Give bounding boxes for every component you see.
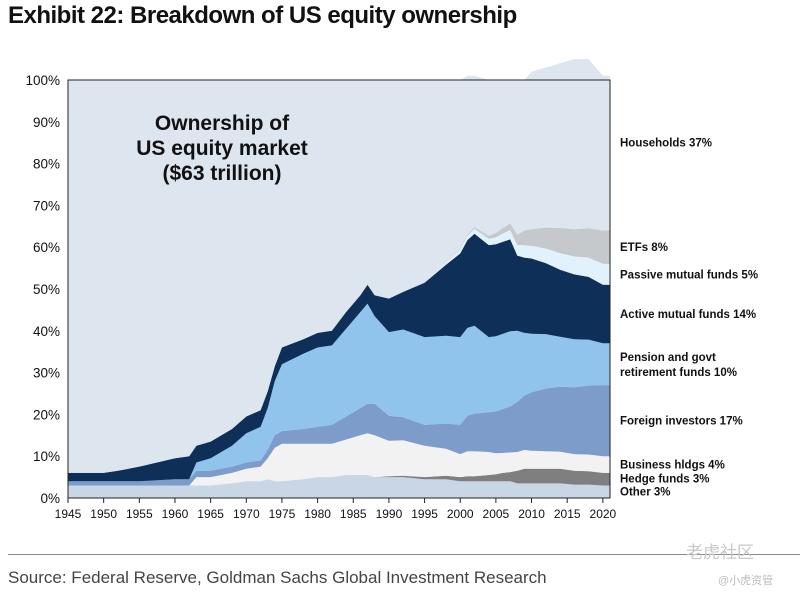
watermark: 老虎社区 [686, 543, 754, 562]
stacked-area-chart: 0%10%20%30%40%50%60%70%80%90%100% 1945 19… [25, 59, 758, 521]
chart-title-line: ($63 trillion) [162, 162, 281, 185]
series-label-other: Other 3% [620, 487, 671, 499]
series-label-pension-and-govt-retirement-funds: Pension and govt retirement funds 10% [620, 352, 737, 379]
series-label-active-mutual-funds: Active mutual funds 14% [620, 309, 756, 321]
series-label-business-hldgs: Business hldgs 4% [620, 460, 725, 472]
series-label-households: Households 37% [620, 138, 712, 150]
x-tick-label: 2010 [518, 507, 545, 521]
y-tick-label: 30% [33, 366, 60, 381]
x-tick-label: 2020 [590, 507, 617, 521]
x-tick-label: 1965 [197, 507, 224, 521]
x-tick-label: 1995 [411, 507, 438, 521]
exhibit-title: Exhibit 22: Breakdown of US equity owner… [8, 2, 517, 29]
area-active-mutual-funds [68, 233, 610, 482]
area-pension-and-govt-retirement-funds [68, 303, 610, 482]
x-tick-label: 2000 [447, 507, 474, 521]
x-tick-label: 1950 [90, 507, 117, 521]
y-tick-label: 80% [33, 157, 60, 172]
x-tick-label: 1955 [126, 507, 153, 521]
series-label-foreign-investors: Foreign investors 17% [620, 416, 743, 428]
series-label-passive-mutual-funds: Passive mutual funds 5% [620, 269, 758, 281]
y-tick-label: 40% [33, 324, 60, 339]
x-tick-label: 1970 [233, 507, 260, 521]
y-tick-label: 100% [25, 73, 60, 88]
area-hedge-funds [68, 468, 610, 486]
y-tick-label: 70% [33, 198, 60, 213]
y-tick-label: 0% [40, 491, 60, 506]
x-tick-label: 1980 [304, 507, 331, 521]
chart-title-line: Ownership of [155, 112, 290, 135]
y-axis: 0% 10% 20% 30% 40% 50% 60% 70% 80% 90% 100% [25, 73, 60, 506]
area-passive-mutual-funds [68, 228, 610, 473]
area-business-hldgs [68, 433, 610, 486]
y-tick-label: 60% [33, 240, 60, 255]
plot-border [67, 79, 611, 499]
x-tick-label: 1990 [376, 507, 403, 521]
x-tick-label: 1975 [269, 507, 296, 521]
y-tick-label: 20% [33, 407, 60, 422]
chart-title-line: US equity market [136, 137, 308, 160]
watermark-sub: @小虎资管 [718, 575, 774, 587]
y-tick-label: 10% [33, 449, 60, 464]
series-label-hedge-funds: Hedge funds 3% [620, 474, 709, 486]
x-tick-label: 1945 [55, 507, 82, 521]
area-etfs [68, 223, 610, 473]
series-label-etfs: ETFs 8% [620, 242, 668, 254]
source-text: Source: Federal Reserve, Goldman Sachs G… [8, 568, 547, 587]
area-households [68, 59, 610, 473]
area-other [68, 475, 610, 498]
footer-rule [8, 554, 800, 555]
y-tick-label: 50% [33, 282, 60, 297]
area-foreign-investors [68, 385, 610, 486]
series-labels: Other 3%Hedge funds 3% Business hldgs 4% F… [620, 138, 758, 499]
x-tick-label: 2015 [554, 507, 581, 521]
y-tick-label: 90% [33, 115, 60, 130]
x-axis: 1945 1950 1955 1960 1965 1970 1975 1980 1985 1990… [55, 498, 617, 521]
area-layers [67, 59, 611, 499]
x-tick-label: 1960 [162, 507, 189, 521]
x-tick-label: 2005 [483, 507, 510, 521]
x-tick-label: 1985 [340, 507, 367, 521]
